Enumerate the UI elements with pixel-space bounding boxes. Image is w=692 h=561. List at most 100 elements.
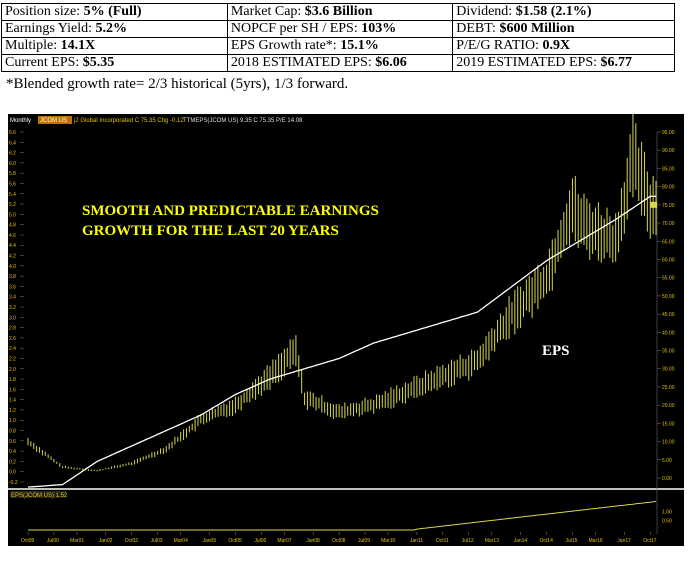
left-tick-label: 2.6: [9, 336, 16, 342]
left-tick-label: 1.4: [9, 398, 16, 404]
left-tick-label: 3.2: [9, 305, 16, 311]
stats-value: 5.2%: [95, 21, 127, 36]
chart-ticker: JCOM US: [40, 118, 67, 124]
stats-value: 14.1X: [60, 38, 96, 53]
stats-cell: Multiple: 14.1X: [1, 37, 228, 55]
eps-label: EPS: [542, 343, 570, 359]
left-tick-label: 6.2: [9, 151, 16, 157]
lower-tick-label: 1.00: [662, 509, 672, 515]
stats-label: Earnings Yield:: [5, 21, 96, 36]
left-tick-label: 0.8: [9, 429, 16, 435]
right-tick-label: 45.00: [662, 312, 675, 318]
x-tick-label: Oct02: [125, 538, 139, 544]
x-tick-label: Mar10: [381, 538, 395, 544]
x-tick-label: Oct99: [21, 538, 35, 544]
stats-value: $600 Million: [499, 21, 575, 36]
stats-label: EPS Growth rate*:: [230, 38, 341, 53]
headline-line1: SMOOTH AND PREDICTABLE EARNINGS: [82, 203, 379, 219]
price-marker: [650, 201, 657, 208]
left-tick-label: 3.6: [9, 284, 16, 290]
x-tick-label: Oct14: [540, 538, 554, 544]
x-tick-label: Oct08: [332, 538, 346, 544]
stats-label: P/E/G RATIO:: [456, 38, 543, 53]
left-tick-label: 2.4: [9, 346, 16, 352]
lower-header-bg: [10, 491, 66, 498]
stats-row: Multiple: 14.1X EPS Growth rate*: 15.1% P/…: [1, 37, 675, 55]
left-tick-label: 4.0: [9, 264, 16, 270]
left-tick-label: 0.2: [9, 459, 16, 465]
right-tick-label: 60.00: [662, 257, 675, 263]
right-tick-label: 90.00: [662, 148, 675, 154]
x-tick-label: Mar13: [485, 538, 499, 544]
stats-value: 5% (Full): [83, 4, 142, 19]
right-tick-label: 50.00: [662, 294, 675, 300]
left-tick-label: 6.4: [9, 140, 16, 146]
left-tick-label: 0.6: [9, 439, 16, 445]
right-tick-label: 25.00: [662, 385, 675, 391]
right-tick-label: 65.00: [662, 239, 675, 245]
left-tick-label: 6.0: [9, 161, 16, 167]
plot-area: 6.6 6.4 6.2 6.0 5.8 5.6 5.4 5.2 5.0 4.8 4.6 4.4 4.2 4…: [9, 114, 675, 544]
stats-value: $6.77: [600, 55, 633, 70]
stats-label: 2018 ESTIMATED EPS:: [230, 55, 376, 70]
stats-cell: 2018 ESTIMATED EPS: $6.06: [226, 54, 454, 72]
stats-value: $3.6 Billion: [304, 4, 373, 19]
stats-label: Market Cap:: [230, 4, 305, 19]
x-tick-label: Jan08: [306, 538, 320, 544]
x-tick-label: Oct11: [436, 538, 449, 544]
stats-cell: Position size: 5% (Full): [1, 3, 228, 21]
right-tick-label: 30.00: [662, 367, 675, 373]
x-tick-label: Mar01: [70, 538, 84, 544]
stats-label: Position size:: [5, 4, 84, 19]
stats-table: Position size: 5% (Full) Market Cap: $3.6…: [1, 3, 675, 72]
right-tick-label: 55.00: [662, 276, 675, 282]
stats-label: NOPCF per SH / EPS:: [230, 21, 362, 36]
stats-row: Position size: 5% (Full) Market Cap: $3.6…: [1, 3, 675, 21]
left-tick-label: 1.6: [9, 387, 16, 393]
stats-label: Dividend:: [456, 4, 516, 19]
x-tick-label: Oct05: [228, 538, 242, 544]
stats-cell: 2019 ESTIMATED EPS: $6.77: [452, 54, 675, 72]
stats-cell: EPS Growth rate*: 15.1%: [226, 37, 454, 55]
x-tick-label: Jul03: [151, 538, 163, 544]
left-tick-label: 5.6: [9, 181, 16, 187]
x-tick-label: Mar04: [174, 538, 188, 544]
stats-value: 0.9X: [542, 38, 571, 53]
price-eps-chart: Monthly JCOM US j2 Global Incorporated C…: [8, 114, 684, 546]
stats-cell: Earnings Yield: 5.2%: [1, 20, 228, 38]
right-tick-label: 15.00: [662, 421, 675, 427]
x-tick-label: Jul15: [565, 538, 577, 544]
x-tick-label: Jan11: [410, 538, 423, 544]
left-tick-label: 0.0: [9, 470, 16, 476]
x-tick-label: Jul12: [462, 538, 474, 544]
left-tick-label: 4.6: [9, 233, 16, 239]
left-tick-label: -0.2: [9, 480, 18, 486]
stats-cell: DEBT: $600 Million: [452, 20, 675, 38]
right-tick-label: 80.00: [662, 185, 675, 191]
chart-period: Monthly: [10, 118, 31, 124]
stats-value: 15.1%: [340, 38, 379, 53]
stats-label: 2019 ESTIMATED EPS:: [456, 55, 601, 70]
left-tick-label: 5.2: [9, 202, 16, 208]
lower-header: EPS(JCOM US) 1.52: [11, 493, 68, 499]
stats-cell: Current EPS: $5.35: [1, 54, 228, 72]
stats-cell: Dividend: $1.58 (2.1%): [452, 3, 675, 21]
stats-label: Multiple:: [5, 38, 61, 53]
x-tick-label: Mar16: [589, 538, 603, 544]
left-tick-label: 6.6: [9, 130, 16, 136]
stats-value: $5.35: [82, 55, 115, 70]
left-tick-label: 2.0: [9, 367, 16, 373]
x-tick-label: Oct17: [643, 538, 657, 544]
left-tick-label: 1.0: [9, 418, 16, 424]
chart-eps-info: TTMEPS(JCOM US) 9.35 C 75.35 P/E 14.08: [183, 118, 303, 124]
lower-tick-label: 0.50: [662, 519, 672, 525]
right-tick-label: 0.00: [662, 476, 672, 482]
left-tick-label: 3.4: [9, 295, 16, 301]
x-tick-label: Jan14: [514, 538, 528, 544]
right-tick-label: 70.00: [662, 221, 675, 227]
stats-value: $6.06: [375, 55, 407, 70]
left-tick-label: 4.8: [9, 223, 16, 229]
left-tick-label: 5.8: [9, 171, 16, 177]
chart-svg: Monthly JCOM US j2 Global Incorporated C…: [8, 114, 684, 544]
right-tick-label: 35.00: [662, 349, 675, 355]
